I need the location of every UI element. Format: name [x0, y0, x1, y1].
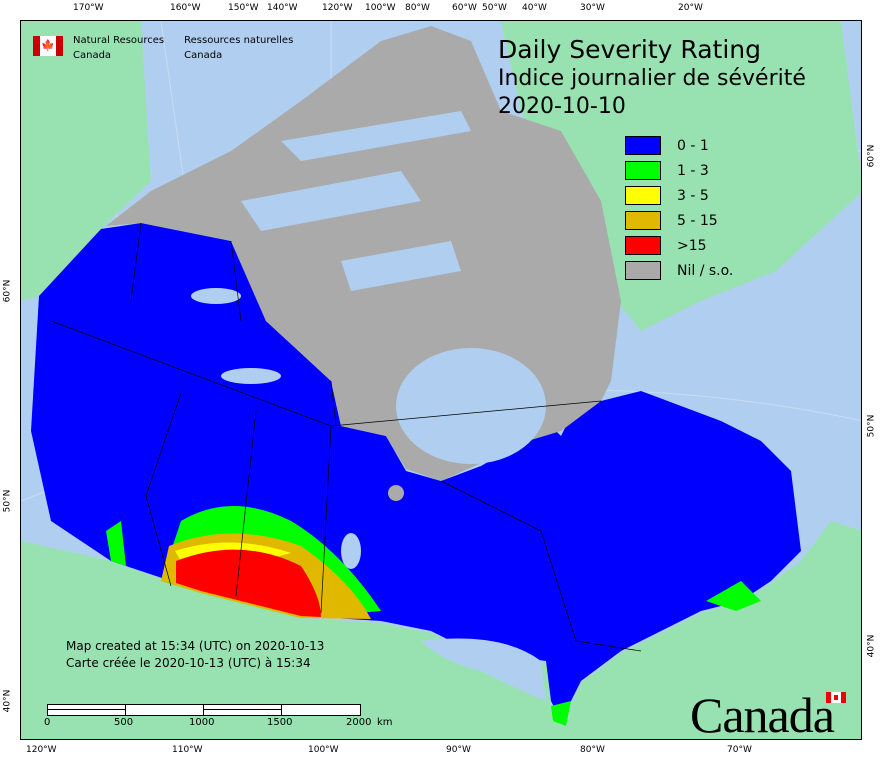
- legend-item: 0 - 1: [625, 133, 733, 158]
- legend-swatch: [625, 261, 661, 280]
- lon-label: 30°W: [580, 3, 605, 13]
- lon-label: 150°W: [228, 3, 259, 13]
- lat-label: 50°N: [2, 489, 13, 513]
- canada-flag-icon: [826, 692, 846, 703]
- lat-label: 40°N: [2, 689, 13, 713]
- scale-label: 500: [114, 717, 134, 728]
- legend-label: 5 - 15: [677, 212, 718, 229]
- scale-label: 0: [44, 717, 51, 728]
- map-area: 🍁 Natural Resources Canada Ressources na…: [20, 20, 862, 740]
- legend-swatch: [625, 136, 661, 155]
- lon-label: 100°W: [308, 745, 339, 755]
- nrcan-signature: 🍁 Natural Resources Canada Ressources na…: [33, 33, 293, 63]
- title-fr: Indice journalier de sévérité: [498, 66, 806, 91]
- lon-label: 50°W: [482, 3, 507, 13]
- lon-label: 170°W: [73, 3, 104, 13]
- lon-label: 20°W: [678, 3, 703, 13]
- james-bay-island: [388, 485, 404, 501]
- legend-swatch: [625, 186, 661, 205]
- lat-label: 40°N: [866, 634, 877, 658]
- agency-fr-line2: Canada: [184, 50, 223, 61]
- legend-label: 1 - 3: [677, 162, 709, 179]
- legend-item: 3 - 5: [625, 183, 733, 208]
- lon-label: 60°W: [452, 3, 477, 13]
- map-title: Daily Severity Rating Indice journalier …: [498, 34, 806, 121]
- lon-label: 80°W: [405, 3, 430, 13]
- hudson-bay: [396, 348, 546, 464]
- created-en: Map created at 15:34 (UTC) on 2020-10-13: [66, 639, 325, 653]
- creation-note: Map created at 15:34 (UTC) on 2020-10-13…: [66, 638, 324, 672]
- lakes: [191, 288, 546, 701]
- scale-label: 1500: [267, 717, 293, 728]
- lon-label: 140°W: [267, 3, 298, 13]
- legend-item: 1 - 3: [625, 158, 733, 183]
- provincial-borders: [50, 222, 642, 652]
- title-en: Daily Severity Rating: [498, 35, 762, 64]
- lon-label: 80°W: [580, 745, 605, 755]
- legend-item: 5 - 15: [625, 208, 733, 233]
- scale-label: 1000: [189, 717, 215, 728]
- arctic-channels: [241, 111, 471, 291]
- fire-zone: [106, 506, 761, 726]
- created-fr: Carte créée le 2020-10-13 (UTC) à 15:34: [66, 656, 311, 670]
- scale-bar: [47, 704, 361, 716]
- map-canvas: [21, 21, 861, 739]
- legend-swatch: [625, 161, 661, 180]
- lon-label: 90°W: [446, 745, 471, 755]
- legend-label: 0 - 1: [677, 137, 709, 154]
- legend-label: >15: [677, 237, 707, 254]
- lat-label: 50°N: [866, 414, 877, 438]
- legend-item: Nil / s.o.: [625, 258, 733, 283]
- legend-label: 3 - 5: [677, 187, 709, 204]
- canada-flag-icon: 🍁: [33, 36, 63, 56]
- lon-label: 110°W: [172, 745, 203, 755]
- lon-label: 100°W: [365, 3, 396, 13]
- legend-swatch: [625, 236, 661, 255]
- legend-item: >15: [625, 233, 733, 258]
- lat-label: 60°N: [866, 144, 877, 168]
- canada-wordmark: Canada: [690, 687, 835, 743]
- scale-label: 2000: [346, 717, 372, 728]
- lon-label: 40°W: [522, 3, 547, 13]
- united-states: [21, 521, 861, 739]
- lon-label: 120°W: [26, 745, 57, 755]
- scale-unit: km: [377, 717, 393, 728]
- legend: 0 - 1 1 - 3 3 - 5 5 - 15 >15 Nil / s.o.: [625, 133, 733, 283]
- agency-en-line2: Canada: [73, 50, 112, 61]
- lon-label: 70°W: [727, 745, 752, 755]
- lat-label: 60°N: [2, 279, 13, 303]
- legend-swatch: [625, 211, 661, 230]
- agency-fr-line1: Ressources naturelles: [184, 35, 294, 46]
- lon-label: 120°W: [322, 3, 353, 13]
- alaska: [21, 21, 151, 301]
- agency-en-line1: Natural Resources: [73, 35, 165, 46]
- lon-label: 160°W: [170, 3, 201, 13]
- title-date: 2020-10-10: [498, 94, 626, 119]
- legend-label: Nil / s.o.: [677, 262, 734, 279]
